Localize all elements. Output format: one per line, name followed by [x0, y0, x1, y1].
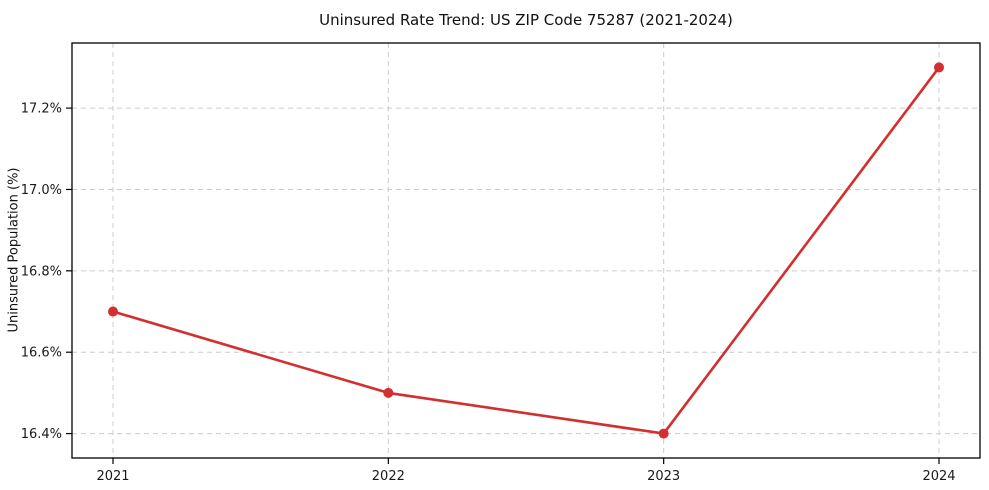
data-point-2023 [658, 428, 669, 439]
y-axis-title: Uninsured Population (%) [6, 167, 22, 333]
trend-line [111, 66, 941, 435]
y-tick-label: 16.4% [21, 427, 62, 442]
plot-frame [71, 42, 981, 459]
data-point-2024 [934, 62, 944, 73]
y-tick-label: 16.6% [21, 346, 62, 361]
x-tick-label: 2024 [922, 469, 955, 484]
chart-title: Uninsured Rate Trend: US ZIP Code 75287 … [319, 11, 733, 29]
x-tick-label: 2021 [96, 469, 129, 484]
x-tick-label: 2023 [647, 469, 680, 484]
y-tick-label: 17.2% [21, 102, 62, 117]
x-tick-label: 2022 [372, 469, 405, 484]
y-tick-label: 17.0% [21, 183, 62, 198]
data-point-2021 [108, 306, 118, 317]
data-point-2022 [383, 387, 394, 398]
y-tick-label: 16.8% [21, 264, 62, 279]
